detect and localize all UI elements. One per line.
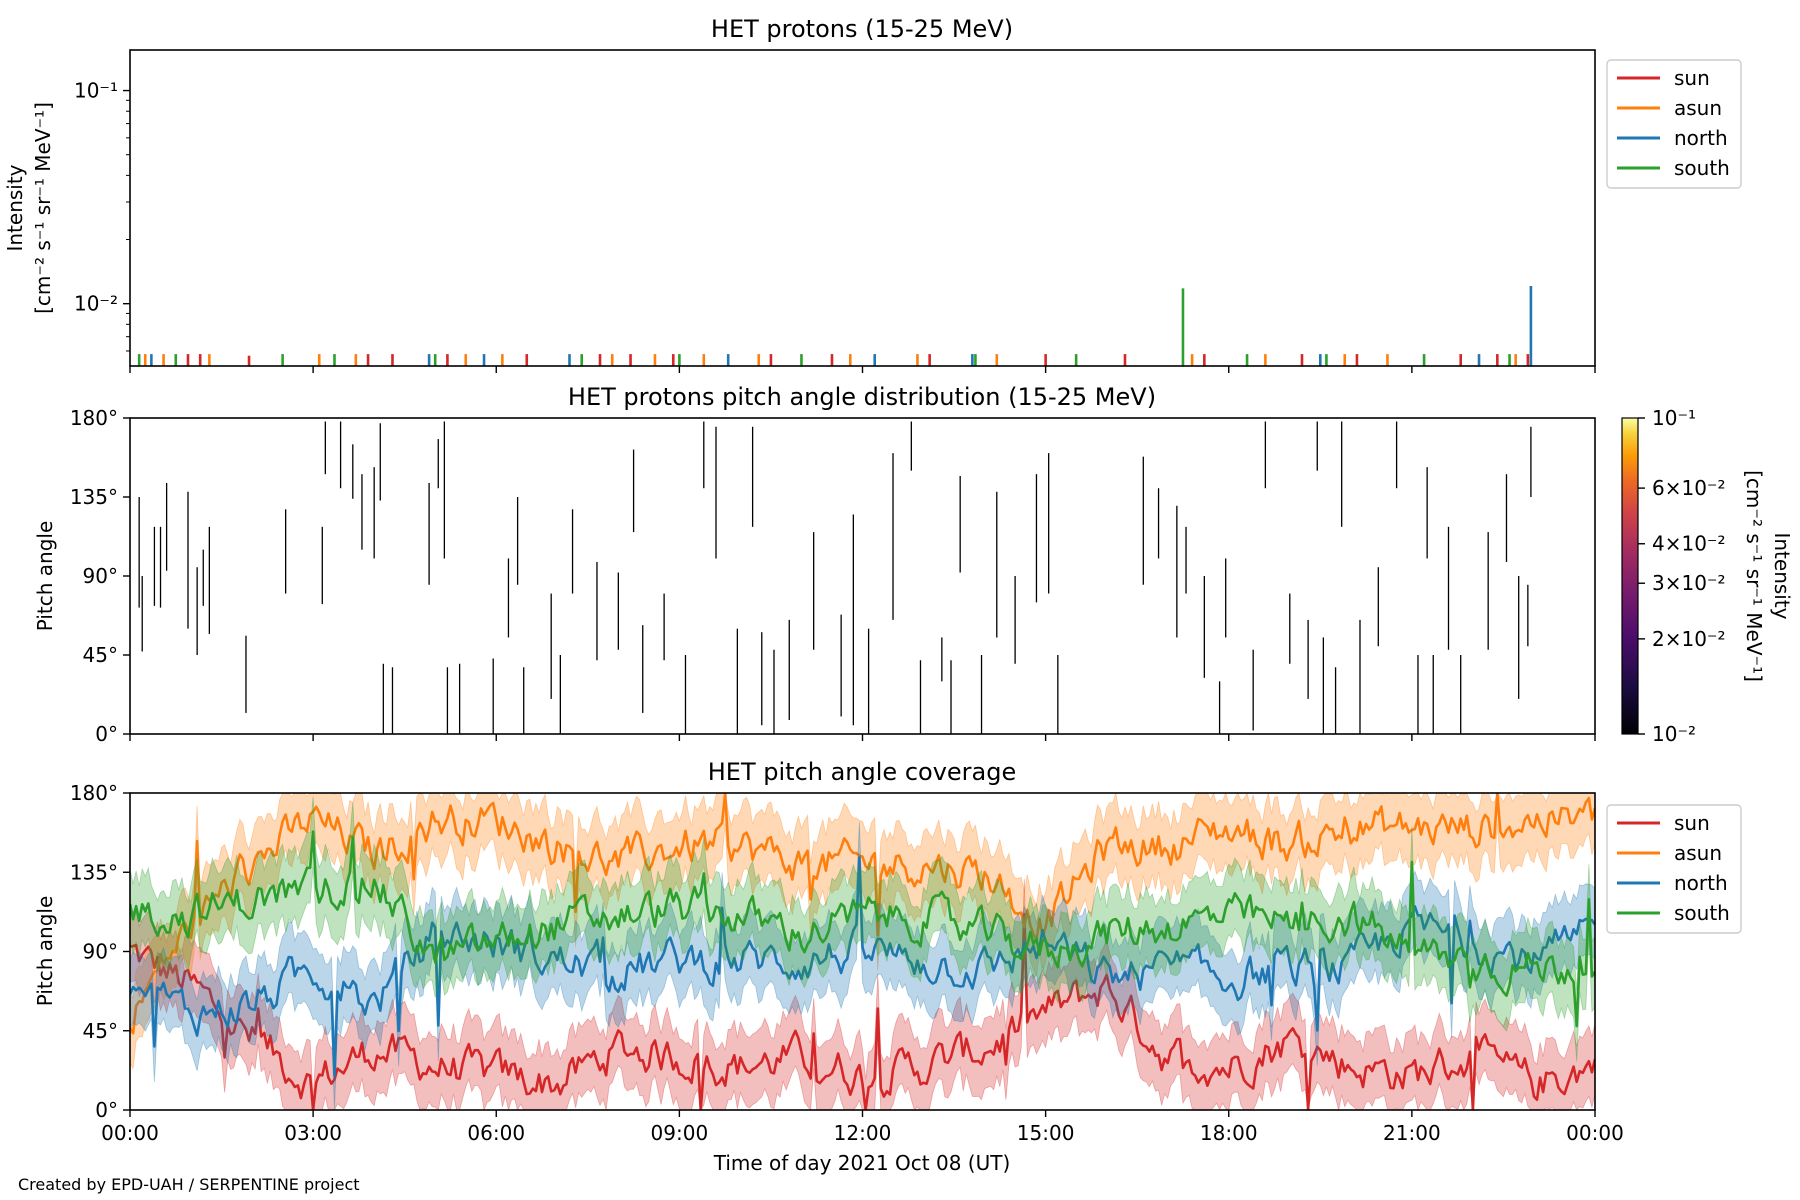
coverage-line-sun (130, 913, 1595, 1110)
panel3-ylabel: Pitch angle (33, 896, 57, 1007)
colorbar-tick-label: 10⁻² (1652, 722, 1696, 746)
legend-frame (1606, 59, 1742, 189)
panel1-ylabel-line1: Intensity (3, 164, 27, 251)
legend-asun-label: asun (1674, 96, 1722, 120)
pitch-angle-coverage-panel: HET pitch angle coverage 0° 45° 90° 135° 180… (33, 758, 1742, 1175)
coverage-line-north (130, 856, 1595, 1077)
colorbar-label-line2: [cm⁻² s⁻¹ sr⁻¹ MeV⁻¹] (1742, 470, 1766, 682)
coverage-band-asun (130, 793, 1595, 1070)
legend-south-label: south (1674, 156, 1730, 180)
panel3-frame (129, 792, 1596, 1111)
coverage-band-north (130, 822, 1595, 1110)
colorbar-tick-label: 2×10⁻² (1652, 627, 1726, 651)
legend-north-label: north (1674, 126, 1728, 150)
x-tick-label: 00:00 (1566, 1121, 1624, 1145)
coverage-band-south (130, 796, 1595, 1062)
y-tick-label: 180° (70, 781, 118, 805)
panel1-legend: sun asun north south (1606, 59, 1742, 189)
legend-asun-label: asun (1674, 841, 1722, 865)
coverage-line-south (130, 830, 1595, 1028)
colorbar-tick-label: 4×10⁻² (1652, 532, 1726, 556)
colorbar-tick-label: 10⁻¹ (1652, 406, 1696, 430)
panel1-frame (129, 49, 1596, 367)
y-tick-label: 45° (83, 643, 118, 667)
y-tick-label: 0° (95, 1098, 118, 1122)
panel1-ylabel-line2: [cm⁻² s⁻¹ sr⁻¹ MeV⁻¹] (31, 102, 55, 314)
colorbar-tick-label: 6×10⁻² (1652, 476, 1726, 500)
coverage-line-asun (130, 793, 1595, 1035)
x-tick-label: 15:00 (1017, 1121, 1075, 1145)
x-tick-label: 18:00 (1200, 1121, 1258, 1145)
x-tick-label: 09:00 (651, 1121, 709, 1145)
x-tick-label: 12:00 (834, 1121, 892, 1145)
legend-south-label: south (1674, 901, 1730, 925)
y-tick-label: 135° (70, 485, 118, 509)
x-tick-label: 21:00 (1383, 1121, 1441, 1145)
panel2-title: HET protons pitch angle distribution (15… (568, 383, 1156, 411)
panel2-frame (129, 417, 1596, 735)
y-tick-label: 10⁻¹ (74, 79, 118, 103)
legend-sun-label: sun (1674, 811, 1710, 835)
y-tick-label: 0° (95, 722, 118, 746)
panel3-legend: sun asun north south (1606, 804, 1742, 934)
intensity-panel: HET protons (15-25 MeV) 10⁻¹ 10⁻² Intensi… (3, 15, 1742, 373)
legend-sun-label: sun (1674, 66, 1710, 90)
panel3-xlabel: Time of day 2021 Oct 08 (UT) (713, 1151, 1011, 1175)
footer-credit: Created by EPD-UAH / SERPENTINE project (18, 1175, 360, 1194)
panel2-ylabel: Pitch angle (33, 521, 57, 632)
x-tick-label: 03:00 (284, 1121, 342, 1145)
pitch-angle-distribution-panel: HET protons pitch angle distribution (15… (33, 383, 1794, 746)
y-tick-label: 45° (83, 1019, 118, 1043)
y-tick-label: 10⁻² (74, 292, 118, 316)
y-tick-label: 90° (83, 564, 118, 588)
legend-north-label: north (1674, 871, 1728, 895)
colorbar-gradient (1621, 417, 1639, 735)
y-tick-label: 90° (83, 940, 118, 964)
colorbar-label-line1: Intensity (1770, 532, 1794, 619)
panel3-title: HET pitch angle coverage (708, 758, 1016, 786)
legend-frame (1606, 804, 1742, 934)
y-tick-label: 135° (70, 860, 118, 884)
y-tick-label: 180° (70, 406, 118, 430)
panel1-title: HET protons (15-25 MeV) (711, 15, 1013, 43)
colorbar: 10⁻¹ 6×10⁻² 4×10⁻² 3×10⁻² 2×10⁻² 10⁻² Intensi… (1621, 406, 1794, 746)
x-tick-label: 00:00 (101, 1121, 159, 1145)
colorbar-tick-label: 3×10⁻² (1652, 571, 1726, 595)
x-tick-label: 06:00 (467, 1121, 525, 1145)
